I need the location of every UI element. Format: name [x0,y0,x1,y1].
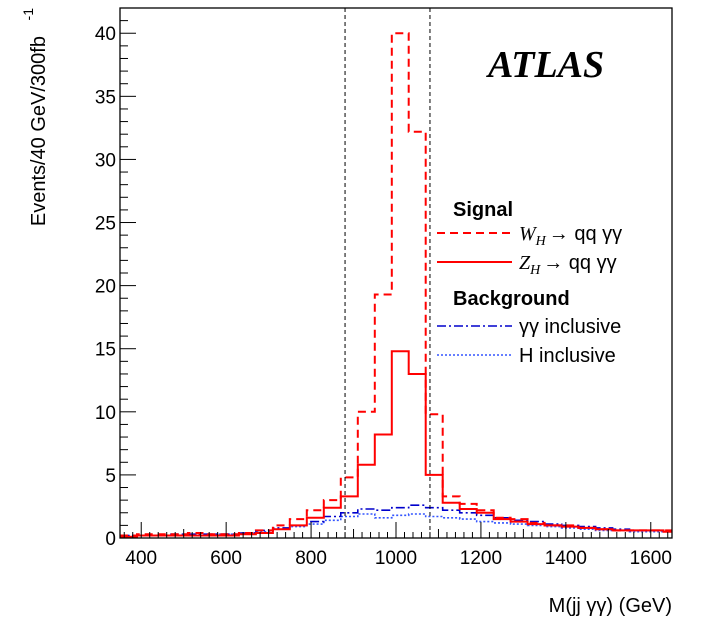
y-tick-label: 0 [105,529,116,550]
atlas-logo: ATLAS [486,44,604,86]
axis-ticks [120,7,669,539]
y-tick-label: 25 [95,214,116,235]
x-tick-label: 400 [125,548,157,569]
y-tick-label: 10 [95,403,116,424]
legend-signal-header: Signal [453,199,513,221]
legend-label-1: WH → qq γγ [519,223,622,249]
y-tick-label: 15 [95,340,116,361]
y-tick-label: 35 [95,87,116,108]
legend: Signal Background WH → qq γγ ZH → qq γγ γγ i… [437,199,622,367]
y-axis-title: Events/40 GeV/300fb [28,36,50,226]
legend-background-header: Background [453,288,570,310]
x-axis-title: M(jj γγ) (GeV) [549,595,672,617]
cut-lines [344,8,431,538]
x-tick-label: 1600 [630,548,672,569]
y-axis-title-superscript: -1 [20,8,36,21]
legend-label-4: H inclusive [519,345,616,367]
x-tick-label: 1400 [545,548,587,569]
histograms [120,32,672,538]
x-tick-label: 800 [295,548,327,569]
y-tick-label: 20 [95,277,116,298]
y-axis-title-group: Events/40 GeV/300fb -1 [20,8,50,226]
y-tick-label: 30 [95,150,116,171]
legend-label-3: γγ inclusive [519,316,621,338]
x-tick-label: 600 [210,548,242,569]
x-tick-label: 1000 [375,548,417,569]
y-tick-label: 40 [95,24,116,45]
series-3-line [120,504,672,537]
legend-label-2: ZH → qq γγ [519,252,617,278]
series-1-line [120,32,672,537]
y-tick-labels: 0 5 10 15 20 25 30 35 40 [95,24,116,550]
x-tick-label: 1200 [460,548,502,569]
x-tick-labels: 400 600 800 1000 1200 1400 1600 [125,548,672,569]
y-tick-label: 5 [105,466,116,487]
